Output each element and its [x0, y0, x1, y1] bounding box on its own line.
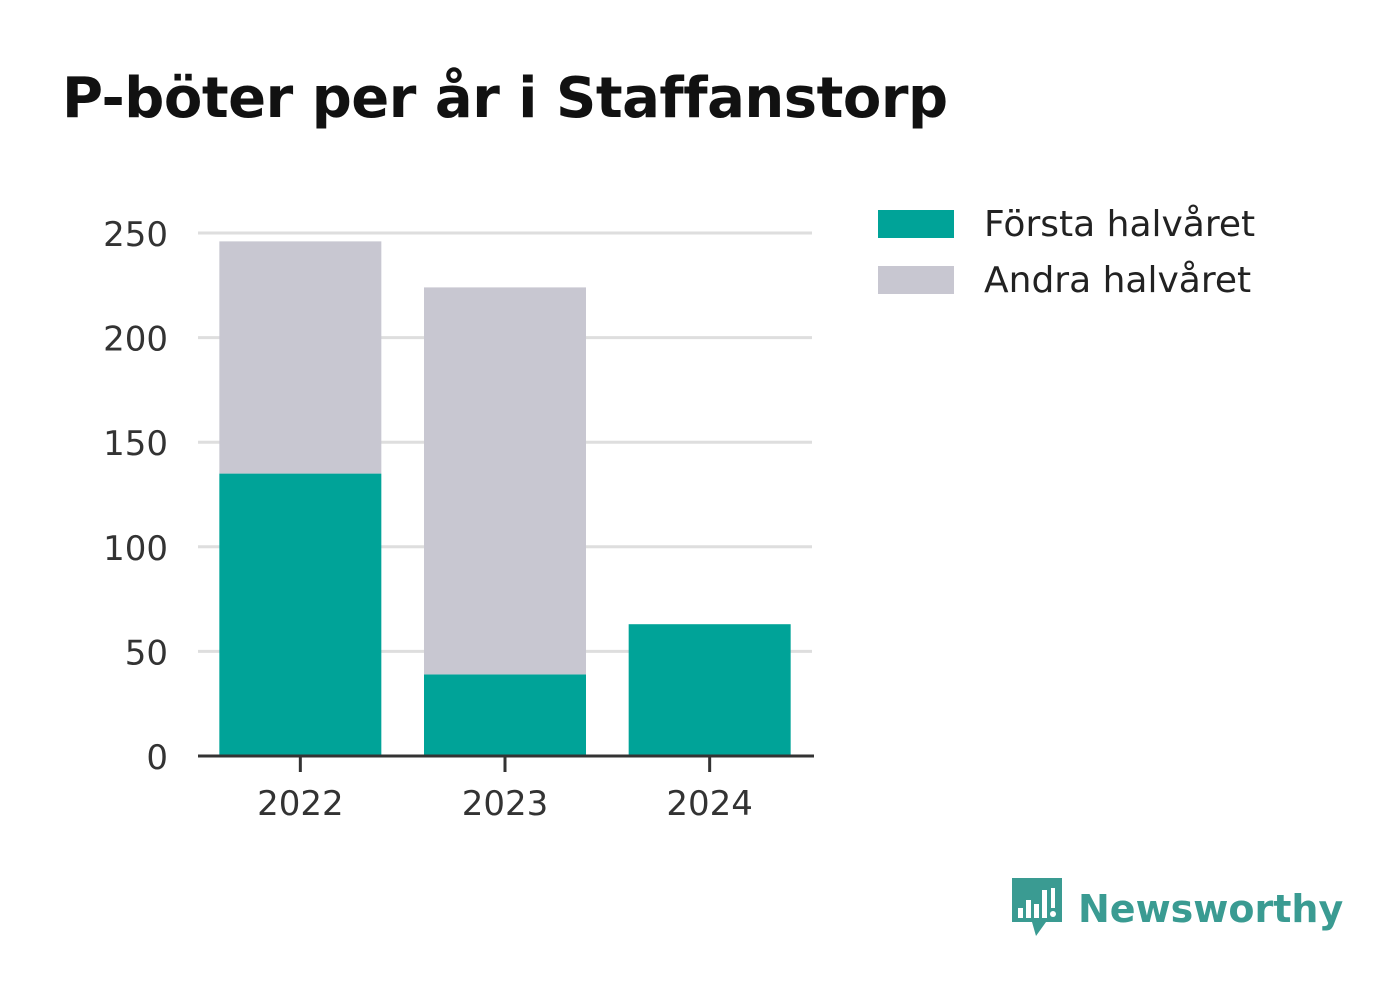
legend-label-andra-halvaret: Andra halvåret [984, 259, 1252, 301]
bar-chart-speech-bubble-icon [1012, 878, 1062, 936]
y-tick-label: 50 [125, 633, 168, 673]
y-axis: 0 50 100 150 200 250 [103, 215, 168, 778]
y-tick-label: 150 [103, 424, 168, 464]
x-tick-label: 2022 [257, 784, 344, 824]
x-tick-label: 2023 [462, 784, 549, 824]
y-tick-label: 250 [103, 215, 168, 255]
legend-item-forsta-halvaret: Första halvåret [878, 196, 1255, 252]
bar-2024-series-1 [628, 624, 791, 756]
legend-label-forsta-halvaret: Första halvåret [984, 203, 1256, 245]
bar-2023-series-2 [424, 287, 586, 675]
legend: Första halvåret Andra halvåret [878, 196, 1255, 308]
legend-swatch-andra-halvaret [878, 266, 954, 294]
chart-title: P-böter per år i Staffanstorp [62, 66, 948, 131]
bar-2022-series-2 [219, 241, 382, 474]
bar-2022-series-1 [219, 473, 382, 756]
x-tick-label: 2024 [666, 784, 753, 824]
y-tick-label: 100 [103, 529, 168, 569]
x-axis: 2022 2023 2024 [198, 754, 814, 824]
y-tick-label: 0 [146, 738, 168, 778]
y-tick-label: 200 [103, 320, 168, 360]
brand-name: Newsworthy [1078, 887, 1344, 931]
legend-swatch-forsta-halvaret [878, 210, 954, 238]
bar-2023-series-1 [424, 674, 586, 756]
legend-item-andra-halvaret: Andra halvåret [878, 252, 1255, 308]
bars [219, 241, 791, 756]
brand-logo: Newsworthy [1012, 878, 1343, 940]
